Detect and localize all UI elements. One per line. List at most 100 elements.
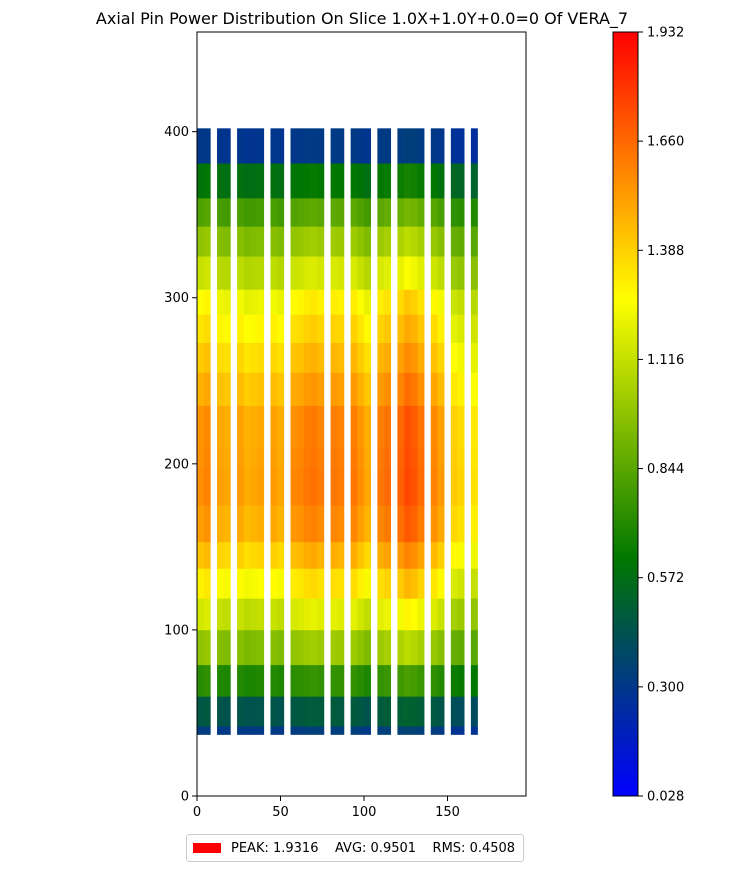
heatmap-cell [303, 226, 311, 257]
heatmap-cell [243, 198, 251, 227]
heatmap-cell [303, 568, 311, 599]
heatmap-cell [277, 342, 285, 373]
heatmap-cell [223, 726, 231, 735]
heatmap-cell [350, 198, 358, 227]
heatmap-cell [377, 467, 385, 506]
heatmap-cell [357, 289, 365, 315]
heatmap-cell [364, 256, 371, 290]
heatmap-cell [430, 541, 438, 569]
heatmap-cell [277, 314, 285, 343]
heatmap-cell [470, 226, 478, 257]
heatmap-cell [437, 726, 445, 735]
heatmap-cell [277, 696, 285, 727]
heatmap-cell [203, 467, 211, 506]
heatmap-cell [457, 342, 465, 373]
heatmap-cell [450, 198, 458, 227]
heatmap-cell [410, 342, 418, 373]
heatmap-cell [330, 726, 338, 735]
heatmap-cell [310, 505, 318, 543]
colorbar-tick-label: 0.844 [647, 462, 684, 477]
heatmap-cell [357, 342, 365, 373]
heatmap-cell [330, 314, 338, 343]
heatmap-cell [310, 541, 318, 569]
heatmap-cell [217, 163, 225, 199]
heatmap-cell [297, 447, 305, 468]
heatmap-cell [317, 629, 325, 666]
heatmap-cell [223, 198, 231, 227]
heatmap-cell [310, 226, 318, 257]
heatmap-cell [310, 372, 318, 406]
heatmap-cell [357, 598, 365, 631]
heatmap-cell [330, 198, 338, 227]
y-tick-label: 200 [164, 457, 189, 472]
heatmap-cell [223, 405, 231, 448]
heatmap-cell [470, 447, 478, 468]
heatmap-cell [243, 256, 251, 290]
heatmap-cell [297, 664, 305, 697]
heatmap-cell [297, 568, 305, 599]
heatmap-cell [310, 289, 318, 315]
heatmap-cell [357, 541, 365, 569]
heatmap-cell [364, 372, 371, 406]
heatmap-cell [397, 405, 405, 448]
heatmap-cell [197, 128, 204, 164]
heatmap-cell [397, 664, 405, 697]
heatmap-cell [410, 629, 418, 666]
heatmap-cell [410, 696, 418, 727]
heatmap-cell [303, 447, 311, 468]
heatmap-cell [437, 226, 445, 257]
heatmap-cell [410, 467, 418, 506]
heatmap-cell [290, 342, 298, 373]
heatmap-cell [397, 289, 405, 315]
heatmap-cell [303, 342, 311, 373]
heatmap-cell [430, 226, 438, 257]
heatmap-cell [330, 163, 338, 199]
heatmap-cell [243, 314, 251, 343]
heatmap-cell [317, 128, 325, 164]
heatmap-cell [377, 568, 385, 599]
heatmap-cell [217, 467, 225, 506]
heatmap-cell [250, 568, 258, 599]
heatmap-cell [303, 314, 311, 343]
heatmap-cell [330, 289, 338, 315]
heatmap-cell [397, 342, 405, 373]
heatmap-cell [377, 629, 385, 666]
heatmap-cell [303, 128, 311, 164]
heatmap-cell [303, 629, 311, 666]
heatmap-cell [223, 226, 231, 257]
heatmap-cell [350, 256, 358, 290]
heatmap-cell [270, 568, 278, 599]
heatmap-cell [384, 447, 392, 468]
heatmap-cell [410, 128, 418, 164]
heatmap-cell [310, 696, 318, 727]
heatmap-cell [350, 541, 358, 569]
heatmap-cell [337, 447, 345, 468]
heatmap-cell [317, 226, 325, 257]
heatmap-cell [417, 372, 425, 406]
heatmap-cell [290, 447, 298, 468]
heatmap-cell [350, 598, 358, 631]
heatmap-cell [470, 467, 478, 506]
heatmap-cell [337, 629, 345, 666]
heatmap-cell [437, 342, 445, 373]
heatmap-cell [257, 447, 265, 468]
heatmap-cell [417, 405, 425, 448]
heatmap-cell [243, 598, 251, 631]
heatmap-cell [310, 128, 318, 164]
heatmap-cell [257, 372, 265, 406]
heatmap-cell [350, 726, 358, 735]
heatmap-cell [237, 372, 245, 406]
heatmap-cell [270, 256, 278, 290]
heatmap-cell [277, 198, 285, 227]
heatmap-cell [270, 447, 278, 468]
heatmap-cell [237, 696, 245, 727]
heatmap-cell [377, 289, 385, 315]
heatmap-cell [364, 505, 371, 543]
heatmap-cell [203, 128, 211, 164]
heatmap-cell [310, 405, 318, 448]
heatmap-cell [197, 726, 204, 735]
heatmap-cell [203, 541, 211, 569]
heatmap-cell [410, 198, 418, 227]
heatmap-cell [410, 726, 418, 735]
heatmap-cell [357, 629, 365, 666]
